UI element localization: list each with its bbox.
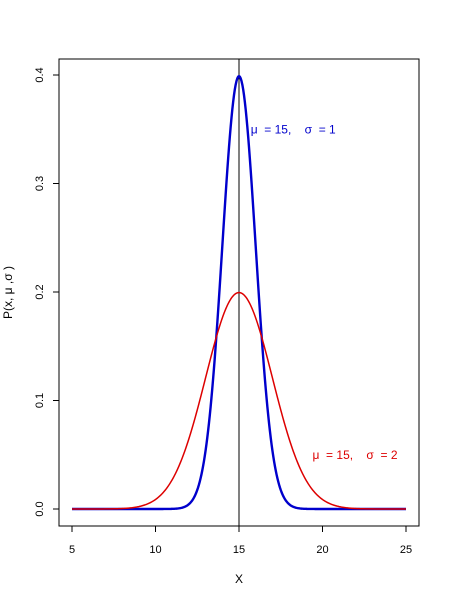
x-axis: 5 10 15 20 25: [69, 526, 412, 556]
x-tick-label: 5: [69, 544, 75, 556]
annotation-label: μ = 15, σ = 2: [312, 448, 397, 462]
y-tick-label: 0.2: [34, 284, 46, 299]
density-curve-sigma-2: [72, 291, 406, 510]
curve-annotations: μ = 15, σ = 1 μ = 15, σ = 2: [251, 122, 398, 462]
density-curves: [71, 74, 407, 511]
plot-frame: [58, 58, 420, 527]
x-tick-label: 25: [400, 544, 412, 556]
y-axis-label: P(x, μ ,σ ): [1, 266, 15, 319]
density-curve-sigma-1: [71, 74, 407, 511]
y-tick-label: 0.3: [34, 176, 46, 191]
y-tick-label: 0.4: [34, 67, 46, 82]
x-axis-label: X: [235, 572, 243, 586]
annotation-label: μ = 15, σ = 1: [251, 122, 336, 136]
x-tick-label: 15: [233, 544, 245, 556]
x-tick-label: 20: [316, 544, 328, 556]
y-axis: 0.0 0.1 0.2 0.3 0.4: [34, 67, 59, 517]
y-tick-label: 0.1: [34, 393, 46, 408]
x-tick-label: 10: [149, 544, 161, 556]
y-tick-label: 0.0: [34, 501, 46, 516]
